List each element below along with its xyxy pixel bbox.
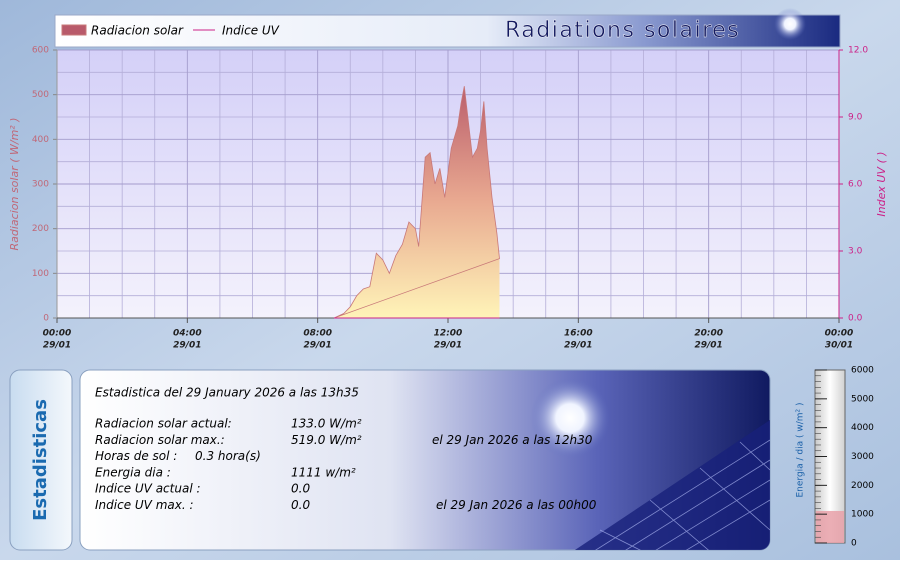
gauge-tick-label: 2000	[851, 481, 874, 491]
stat-note: el 29 Jan 2026 a las 12h30	[432, 433, 593, 447]
y2-tick-label: 0.0	[848, 314, 863, 324]
header-sun	[774, 8, 806, 40]
gauge-tick-label: 5000	[851, 394, 874, 404]
y-tick-label: 0	[43, 314, 49, 324]
x-tick-date: 29/01	[564, 341, 592, 351]
x-tick-date: 29/01	[173, 341, 201, 351]
stats-text: Estadistica del 29 January 2026 a las 13…	[95, 386, 597, 513]
stat-label: Indice UV max. :	[95, 498, 194, 512]
x-tick-label: 04:00	[173, 329, 202, 339]
y-tick-label: 300	[32, 180, 49, 190]
stat-label: Horas de sol :	[95, 449, 177, 463]
x-tick-label: 16:00	[564, 329, 593, 339]
x-tick-label: 20:00	[694, 329, 723, 339]
stat-label: Indice UV actual :	[95, 482, 201, 496]
x-tick-date: 29/01	[43, 341, 71, 351]
x-tick-date: 30/01	[825, 341, 853, 351]
stats-heading: Estadistica del 29 January 2026 a las 13…	[95, 386, 359, 400]
gauge-tick-label: 4000	[851, 423, 874, 433]
x-tick-label: 12:00	[434, 329, 463, 339]
y-tick-label: 100	[32, 269, 49, 279]
stat-note: el 29 Jan 2026 a las 00h00	[436, 498, 597, 512]
y2-axis-label: Index UV ( )	[875, 151, 888, 216]
solar-panel-illustration	[530, 378, 770, 550]
y-tick-label: 400	[32, 135, 49, 145]
y2-tick-label: 12.0	[848, 46, 868, 56]
y-axis-label: Radiacion solar ( W/m² )	[8, 117, 21, 250]
legend-swatch	[61, 24, 87, 36]
gauge-axis-label: Energia / dia ( w/m² )	[796, 402, 806, 497]
stat-value: 1111 w/m²	[291, 465, 356, 479]
header-bar	[54, 14, 841, 48]
gauge-tick-label: 0	[851, 539, 857, 549]
stat-value: 0.3 hora(s)	[195, 449, 261, 463]
gauge-bar	[816, 510, 844, 543]
area	[333, 86, 500, 319]
legend-label: Indice UV	[222, 24, 280, 38]
legend-label: Radiacion solar	[91, 24, 184, 38]
y2-tick-label: 3.0	[848, 247, 863, 257]
chart-title: Radiations solaires	[505, 18, 740, 43]
x-tick-label: 08:00	[303, 329, 332, 339]
stats-tab-label: Estadisticas	[30, 399, 51, 521]
y-tick-label: 500	[32, 90, 49, 100]
x-tick-date: 29/01	[434, 341, 462, 351]
stat-value: 0.0	[291, 498, 310, 512]
y2-tick-label: 9.0	[848, 113, 863, 123]
x-tick-date: 29/01	[303, 341, 331, 351]
gauge-tick-label: 3000	[851, 452, 874, 462]
x-tick-label: 00:00	[43, 329, 72, 339]
gauge-tick-label: 1000	[851, 510, 874, 520]
stat-label: Radiacion solar actual:	[95, 417, 232, 431]
y-tick-label: 200	[32, 224, 49, 234]
x-tick-label: 00:00	[825, 329, 854, 339]
y2-tick-label: 6.0	[848, 180, 863, 190]
stat-label: Energia dia :	[95, 465, 171, 479]
stat-value: 519.0 W/m²	[291, 433, 362, 447]
stats-tab	[9, 369, 73, 551]
y-tick-label: 600	[32, 46, 49, 56]
stat-value: 133.0 W/m²	[291, 417, 362, 431]
gauge-tick-label: 6000	[851, 366, 874, 376]
stat-label: Radiacion solar max.:	[95, 433, 225, 447]
x-tick-date: 29/01	[694, 341, 722, 351]
stat-value: 0.0	[291, 482, 310, 496]
